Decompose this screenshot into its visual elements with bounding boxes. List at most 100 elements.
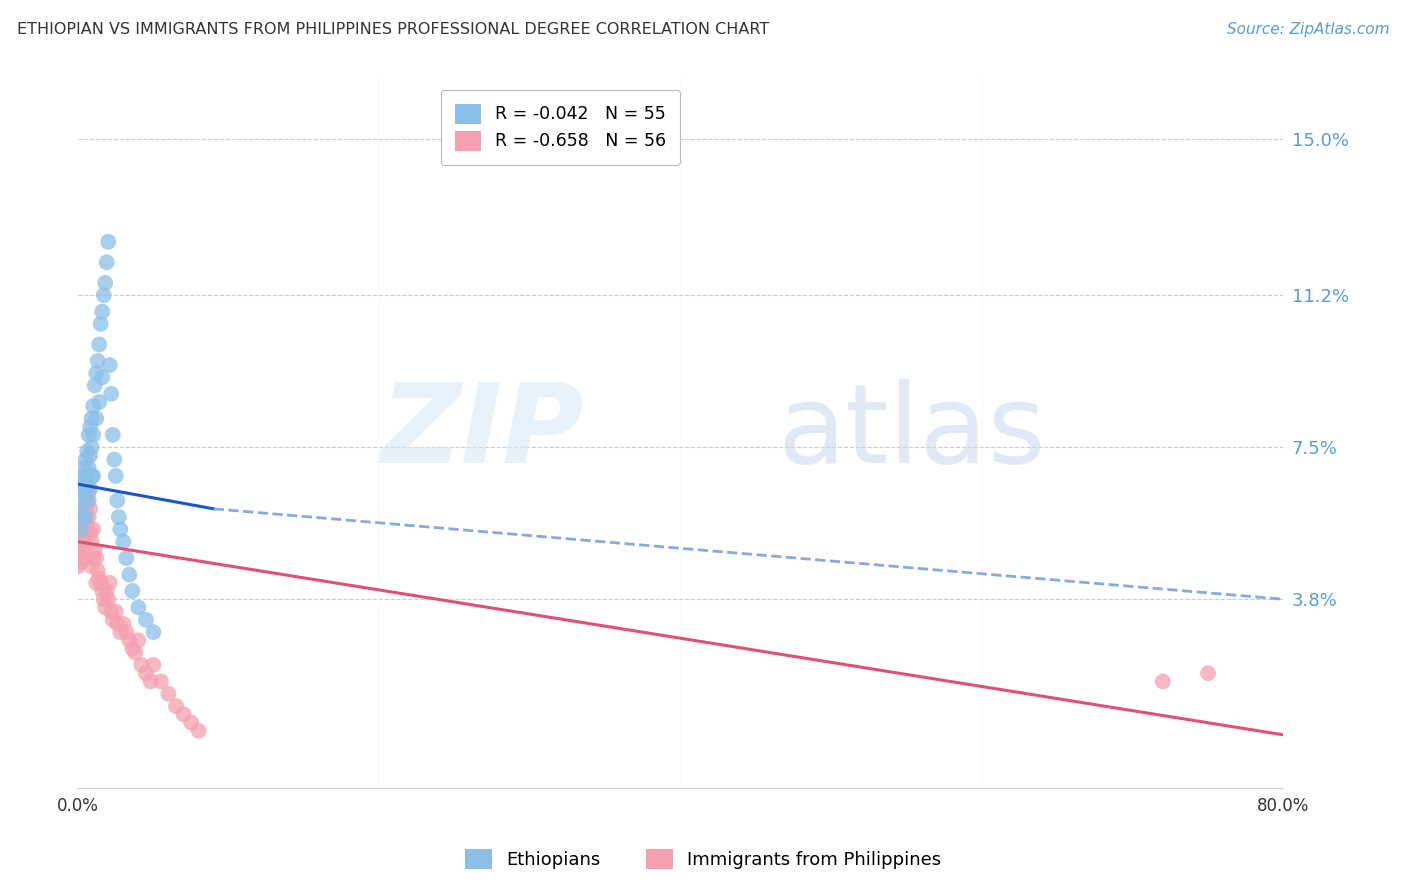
Point bbox=[96, 255, 118, 269]
Point bbox=[107, 510, 129, 524]
Point bbox=[110, 625, 132, 640]
Point bbox=[76, 477, 98, 491]
Point bbox=[131, 657, 153, 672]
Point bbox=[142, 625, 165, 640]
Point bbox=[67, 559, 90, 574]
Point bbox=[142, 657, 165, 672]
Point bbox=[112, 534, 135, 549]
Point bbox=[77, 428, 100, 442]
Point bbox=[73, 477, 96, 491]
Point bbox=[121, 641, 143, 656]
Point bbox=[124, 646, 146, 660]
Point bbox=[82, 522, 104, 536]
Point bbox=[104, 469, 127, 483]
Point bbox=[75, 469, 97, 483]
Point bbox=[83, 378, 105, 392]
Point bbox=[73, 534, 96, 549]
Point bbox=[75, 501, 97, 516]
Point bbox=[72, 518, 94, 533]
Point bbox=[76, 518, 98, 533]
Point bbox=[105, 493, 128, 508]
Legend: Ethiopians, Immigrants from Philippines: Ethiopians, Immigrants from Philippines bbox=[456, 839, 950, 879]
Point bbox=[115, 625, 138, 640]
Point bbox=[98, 575, 121, 590]
Point bbox=[70, 531, 93, 545]
Point bbox=[67, 481, 90, 495]
Point bbox=[110, 522, 132, 536]
Point bbox=[93, 288, 115, 302]
Point bbox=[84, 575, 107, 590]
Point bbox=[98, 358, 121, 372]
Point bbox=[75, 551, 97, 566]
Legend: R = -0.042   N = 55, R = -0.658   N = 56: R = -0.042 N = 55, R = -0.658 N = 56 bbox=[441, 90, 679, 164]
Point bbox=[100, 605, 122, 619]
Point bbox=[73, 510, 96, 524]
Point bbox=[118, 567, 141, 582]
Point bbox=[77, 510, 100, 524]
Point bbox=[1152, 674, 1174, 689]
Point bbox=[91, 304, 114, 318]
Point bbox=[103, 452, 125, 467]
Point bbox=[90, 575, 112, 590]
Point bbox=[101, 428, 124, 442]
Point bbox=[86, 564, 108, 578]
Point bbox=[89, 395, 111, 409]
Text: atlas: atlas bbox=[778, 379, 1046, 486]
Point bbox=[173, 707, 195, 722]
Point bbox=[84, 551, 107, 566]
Point bbox=[79, 449, 101, 463]
Point bbox=[96, 584, 118, 599]
Point bbox=[90, 317, 112, 331]
Point bbox=[72, 543, 94, 558]
Point bbox=[104, 605, 127, 619]
Point bbox=[100, 386, 122, 401]
Point bbox=[83, 543, 105, 558]
Point bbox=[91, 370, 114, 384]
Point bbox=[79, 481, 101, 495]
Point bbox=[75, 452, 97, 467]
Point bbox=[75, 510, 97, 524]
Point bbox=[73, 460, 96, 475]
Point bbox=[86, 354, 108, 368]
Point bbox=[77, 460, 100, 475]
Point bbox=[79, 501, 101, 516]
Point bbox=[76, 493, 98, 508]
Point bbox=[94, 276, 117, 290]
Point bbox=[127, 633, 149, 648]
Point bbox=[79, 419, 101, 434]
Point bbox=[79, 526, 101, 541]
Point bbox=[80, 440, 103, 454]
Point bbox=[1197, 666, 1219, 681]
Point bbox=[118, 633, 141, 648]
Point bbox=[72, 510, 94, 524]
Point bbox=[97, 592, 120, 607]
Point bbox=[149, 674, 172, 689]
Point bbox=[76, 444, 98, 458]
Point bbox=[77, 485, 100, 500]
Point bbox=[187, 723, 209, 738]
Point bbox=[139, 674, 162, 689]
Point bbox=[70, 501, 93, 516]
Point bbox=[127, 600, 149, 615]
Point bbox=[93, 592, 115, 607]
Point bbox=[84, 366, 107, 380]
Point bbox=[157, 687, 180, 701]
Point bbox=[165, 699, 187, 714]
Point bbox=[75, 485, 97, 500]
Point bbox=[82, 428, 104, 442]
Point bbox=[91, 584, 114, 599]
Point bbox=[75, 526, 97, 541]
Point bbox=[70, 522, 93, 536]
Point bbox=[80, 534, 103, 549]
Point bbox=[94, 600, 117, 615]
Text: ZIP: ZIP bbox=[381, 379, 585, 486]
Text: ETHIOPIAN VS IMMIGRANTS FROM PHILIPPINES PROFESSIONAL DEGREE CORRELATION CHART: ETHIOPIAN VS IMMIGRANTS FROM PHILIPPINES… bbox=[17, 22, 769, 37]
Point bbox=[82, 469, 104, 483]
Point bbox=[135, 613, 157, 627]
Point bbox=[121, 584, 143, 599]
Point bbox=[82, 399, 104, 413]
Text: Source: ZipAtlas.com: Source: ZipAtlas.com bbox=[1226, 22, 1389, 37]
Point bbox=[67, 543, 90, 558]
Point bbox=[115, 551, 138, 566]
Point bbox=[82, 551, 104, 566]
